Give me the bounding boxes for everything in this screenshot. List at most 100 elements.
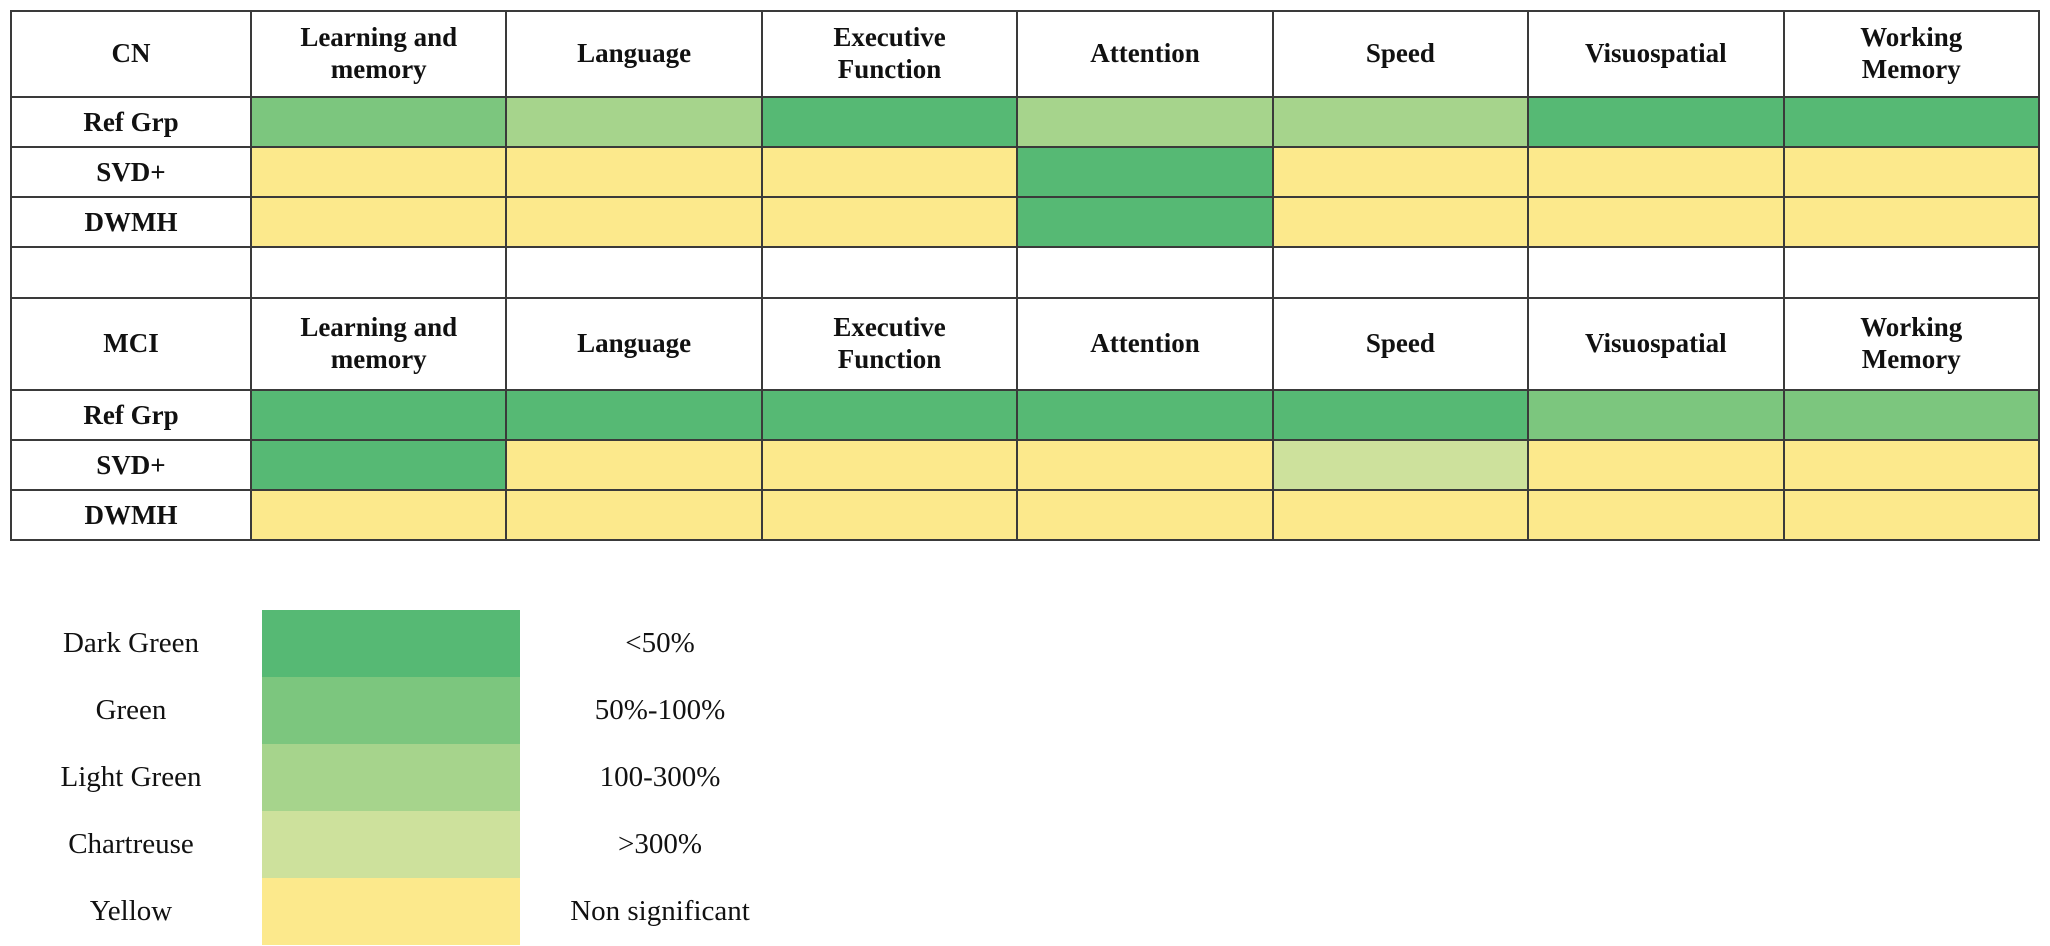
heatmap-cell	[1271, 439, 1530, 491]
heatmap-cell	[1527, 439, 1785, 491]
column-header: Speed	[1271, 297, 1530, 391]
group-title-cn: CN	[10, 10, 252, 98]
empty-cell	[10, 246, 252, 299]
row-label: SVD+	[10, 439, 252, 491]
column-header: Executive Function	[760, 297, 1019, 391]
heatmap-cell	[1016, 96, 1274, 148]
legend-entry: Chartreuse >300%	[0, 811, 800, 878]
legend-range: <50%	[625, 627, 695, 659]
legend-swatch	[262, 677, 520, 744]
header-row-mci: MCI Learning and memory Language Executive …	[10, 297, 2041, 391]
legend-entry: Yellow Non significant	[0, 878, 800, 945]
heatmap-cell	[249, 96, 508, 148]
empty-cell	[1782, 246, 2041, 299]
legend-range: Non significant	[570, 895, 750, 927]
empty-cell	[1271, 246, 1530, 299]
legend-range: 100-300%	[599, 761, 721, 793]
heatmap-cell	[760, 146, 1019, 198]
heatmap-cell	[249, 389, 508, 441]
legend-color-name: Chartreuse	[68, 828, 194, 860]
table-row: Ref Grp	[10, 389, 2041, 441]
heatmap-cell	[1527, 389, 1785, 441]
heatmap-cell	[1271, 196, 1530, 248]
heatmap-cell	[1527, 146, 1785, 198]
legend-swatch	[262, 744, 520, 811]
empty-cell	[505, 246, 763, 299]
column-header: Working Memory	[1782, 10, 2041, 98]
heatmap-cell	[1782, 196, 2041, 248]
row-label: SVD+	[10, 146, 252, 198]
heatmap-cell	[505, 389, 763, 441]
legend-entry: Dark Green <50%	[0, 610, 800, 677]
heatmap-cell	[249, 439, 508, 491]
heatmap-cell	[505, 146, 763, 198]
heatmap-cell	[760, 196, 1019, 248]
heatmap-cell	[760, 389, 1019, 441]
heatmap-cell	[1271, 96, 1530, 148]
color-legend: Dark Green <50% Green 50%-100% Light Green 10…	[0, 610, 800, 945]
heatmap-cell	[1782, 439, 2041, 491]
legend-color-name: Dark Green	[62, 627, 200, 659]
row-label: DWMH	[10, 196, 252, 248]
legend-range: 50%-100%	[594, 694, 726, 726]
heatmap-cell	[1271, 389, 1530, 441]
heatmap-cell	[1016, 439, 1274, 491]
row-label: DWMH	[10, 489, 252, 541]
heatmap-cell	[760, 489, 1019, 541]
heatmap-cell	[505, 489, 763, 541]
heatmap-cell	[1016, 146, 1274, 198]
legend-entry: Green 50%-100%	[0, 677, 800, 744]
heatmap-cell	[1782, 489, 2041, 541]
empty-cell	[249, 246, 508, 299]
heatmap-cell	[249, 146, 508, 198]
column-header: Visuospatial	[1527, 10, 1785, 98]
legend-color-name: Green	[95, 694, 167, 726]
table-row: Ref Grp	[10, 96, 2041, 148]
legend-color-name: Yellow	[89, 895, 173, 927]
legend-swatch	[262, 811, 520, 878]
column-header: Visuospatial	[1527, 297, 1785, 391]
header-row-cn: CN Learning and memory Language Executive F…	[10, 10, 2041, 98]
column-header: Speed	[1271, 10, 1530, 98]
column-header: Language	[505, 10, 763, 98]
column-header: Learning and memory	[249, 10, 508, 98]
empty-cell	[1016, 246, 1274, 299]
heatmap-cell	[505, 196, 763, 248]
empty-cell	[1527, 246, 1785, 299]
heatmap-cell	[249, 196, 508, 248]
empty-cell	[760, 246, 1019, 299]
heatmap-cell	[760, 439, 1019, 491]
table-row: DWMH	[10, 489, 2041, 541]
column-header: Executive Function	[760, 10, 1019, 98]
legend-entry: Light Green 100-300%	[0, 744, 800, 811]
row-label: Ref Grp	[10, 389, 252, 441]
heatmap-cell	[1527, 196, 1785, 248]
heatmap-cell	[1016, 489, 1274, 541]
table-row: DWMH	[10, 196, 2041, 248]
heatmap-cell	[760, 96, 1019, 148]
heatmap-cell	[1271, 489, 1530, 541]
heatmap-cell	[249, 489, 508, 541]
heatmap-cell	[1016, 196, 1274, 248]
heatmap-cell	[1782, 96, 2041, 148]
column-header: Working Memory	[1782, 297, 2041, 391]
spacer-row	[10, 246, 2041, 299]
column-header: Attention	[1016, 10, 1274, 98]
heatmap-cell	[1271, 146, 1530, 198]
heatmap-cell	[1527, 489, 1785, 541]
heatmap-cell	[505, 439, 763, 491]
column-header: Learning and memory	[249, 297, 508, 391]
legend-swatch	[262, 610, 520, 677]
legend-swatch	[262, 878, 520, 945]
legend-color-name: Light Green	[60, 761, 202, 793]
legend-range: >300%	[617, 828, 702, 860]
cognitive-domain-heatmap: CN Learning and memory Language Executive F…	[10, 10, 2041, 541]
column-header: Language	[505, 297, 763, 391]
heatmap-cell	[1782, 146, 2041, 198]
group-title-mci: MCI	[10, 297, 252, 391]
row-label: Ref Grp	[10, 96, 252, 148]
table-row: SVD+	[10, 146, 2041, 198]
table-row: SVD+	[10, 439, 2041, 491]
heatmap-cell	[505, 96, 763, 148]
column-header: Attention	[1016, 297, 1274, 391]
